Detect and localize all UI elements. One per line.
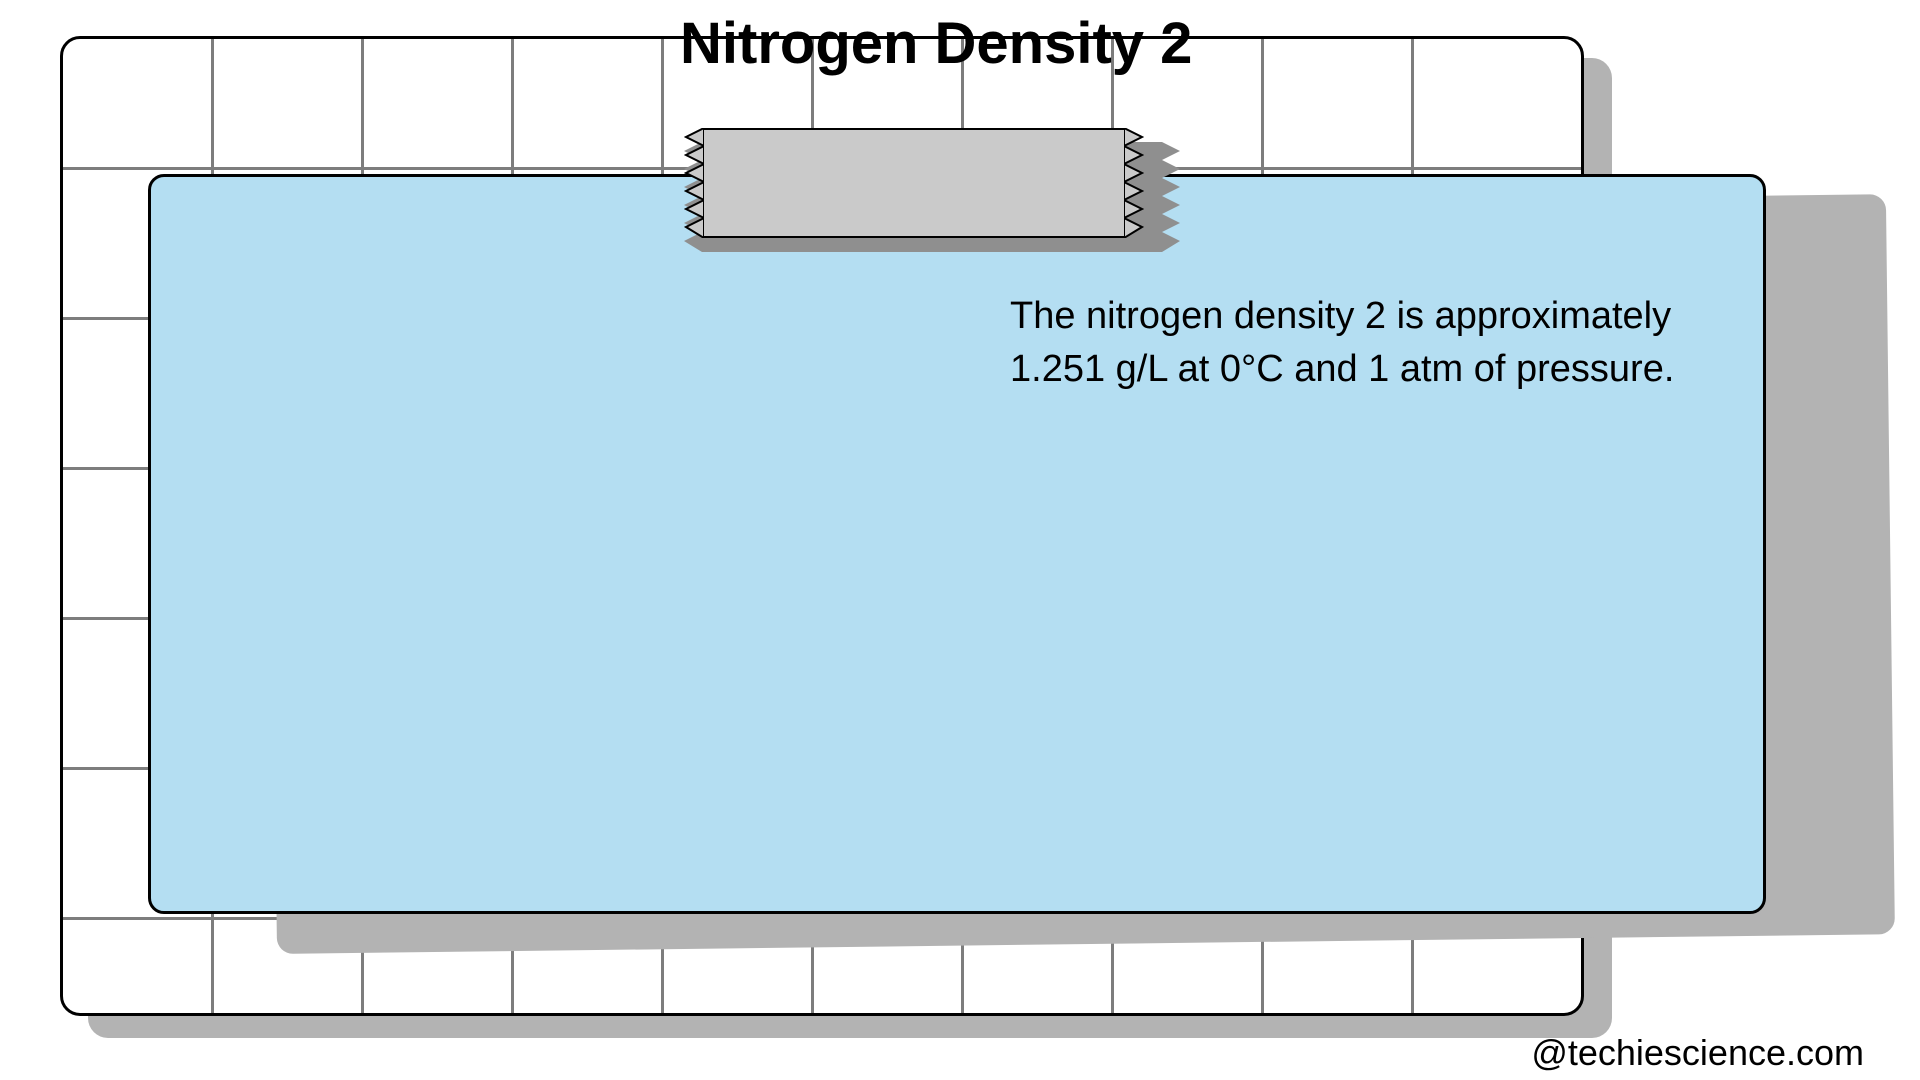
note-text-line2: 1.251 g/L at 0°C and 1 atm of pressure. (1010, 348, 1674, 390)
tape-edge-right-icon (1124, 128, 1144, 238)
tape-shadow-edge-right-icon (1162, 142, 1180, 252)
tape-edge-left-icon (684, 128, 704, 238)
attribution-text: @techiescience.com (1531, 1032, 1864, 1074)
note-card (148, 174, 1766, 914)
page-title: Nitrogen Density 2 (680, 10, 1192, 77)
note-text-line1: The nitrogen density 2 is approximately (1010, 295, 1671, 337)
tape (702, 128, 1126, 238)
note-text: The nitrogen density 2 is approximately … (1010, 290, 1770, 396)
infographic-stage: Nitrogen Density 2 The nitrogen density … (0, 0, 1920, 1080)
